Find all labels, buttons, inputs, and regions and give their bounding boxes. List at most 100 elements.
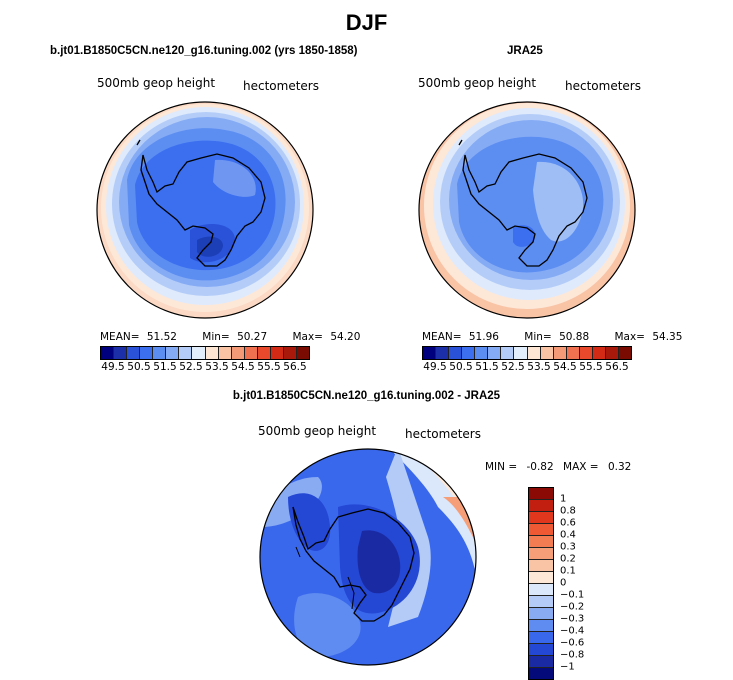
colorbar-swatch — [529, 488, 553, 500]
colorbar-tick-label: 50.5 — [127, 361, 151, 373]
panel2-variable: 500mb geop height — [418, 76, 537, 90]
colorbar-swatch — [140, 347, 154, 359]
colorbar-tick-label: 53.5 — [205, 361, 229, 373]
colorbar-swatch — [529, 572, 553, 584]
panel3-field-neg-04 — [294, 593, 361, 657]
panel1-stats: MEAN= 51.52 Min= 50.27 Max= 54.20 — [100, 331, 360, 343]
panel1-mean: 51.52 — [146, 331, 177, 343]
colorbar-swatch — [283, 347, 297, 359]
colorbar-swatch — [527, 347, 541, 359]
panel1-mean-label: MEAN= — [100, 331, 140, 343]
colorbar-tick-label: −0.2 — [560, 601, 585, 613]
panel2-max: 54.35 — [652, 331, 683, 343]
colorbar-tick-label: 50.5 — [449, 361, 473, 373]
colorbar-tick-label: 52.5 — [179, 361, 203, 373]
figure-title: DJF — [345, 10, 388, 35]
colorbar-tick-label: 54.5 — [231, 361, 255, 373]
colorbar-swatch — [618, 347, 631, 359]
colorbar-tick-label: 49.5 — [101, 361, 125, 373]
panel2-antarctica-coastline — [458, 139, 588, 267]
colorbar-tick-label: −1 — [560, 661, 575, 673]
colorbar-swatch — [529, 560, 553, 572]
panel1-colorbar-ticks: 49.5 50.5 51.5 52.5 53.5 54.5 55.5 56.5 — [100, 361, 308, 375]
colorbar-tick-label: 49.5 — [423, 361, 447, 373]
colorbar-swatch — [529, 668, 553, 679]
colorbar-tick-label: 51.5 — [153, 361, 177, 373]
panel2-title: JRA25 — [507, 45, 543, 57]
colorbar-swatch — [270, 347, 284, 359]
panel1-max: 54.20 — [330, 331, 361, 343]
colorbar-swatch — [153, 347, 167, 359]
panel3-field-neg-06 — [288, 493, 331, 551]
colorbar-tick-label: −0.6 — [560, 637, 585, 649]
colorbar-swatch — [592, 347, 606, 359]
panel2-polar-map — [418, 101, 636, 319]
panel1-antarctica-coastline — [136, 139, 266, 267]
panel3-min: -0.82 — [526, 461, 554, 473]
colorbar-swatch — [101, 347, 115, 359]
colorbar-swatch — [566, 347, 580, 359]
colorbar-swatch — [205, 347, 219, 359]
panel2-max-label: Max= — [614, 331, 645, 343]
panel1-map-border — [96, 101, 314, 319]
colorbar-swatch — [529, 500, 553, 512]
colorbar-swatch — [529, 656, 553, 668]
colorbar-tick-label: 0.1 — [560, 565, 576, 577]
colorbar-swatch — [257, 347, 271, 359]
panel2-colorbar — [422, 346, 632, 360]
panel3-polar-map — [259, 448, 477, 666]
panel3-coast-detail — [295, 546, 355, 610]
colorbar-swatch — [488, 347, 502, 359]
panel3-map-border — [259, 448, 477, 666]
colorbar-tick-label: −0.8 — [560, 649, 585, 661]
panel3-title: b.jt01.B1850C5CN.ne120_g16.tuning.002 - … — [232, 390, 501, 402]
colorbar-swatch — [423, 347, 437, 359]
panel3-max: 0.32 — [607, 461, 632, 473]
colorbar-tick-label: 56.5 — [283, 361, 307, 373]
colorbar-swatch — [553, 347, 567, 359]
colorbar-swatch — [529, 548, 553, 560]
colorbar-swatch — [231, 347, 245, 359]
colorbar-swatch — [579, 347, 593, 359]
colorbar-tick-label: −0.3 — [560, 613, 585, 625]
panel2-min-label: Min= — [524, 331, 552, 343]
panel2-units: hectometers — [565, 79, 641, 93]
colorbar-tick-label: 0.2 — [560, 553, 576, 565]
panel3-colorbar-ticks: 1 0.8 0.6 0.4 0.3 0.2 0.1 0 −0.1 −0.2 −0.3 −0.4 −0.6… — [560, 487, 600, 673]
colorbar-swatch — [475, 347, 489, 359]
colorbar-tick-label: 53.5 — [527, 361, 551, 373]
panel1-units: hectometers — [243, 79, 319, 93]
colorbar-swatch — [529, 596, 553, 608]
colorbar-tick-label: 0.6 — [560, 517, 576, 529]
panel2-stats: MEAN= 51.96 Min= 50.88 Max= 54.35 — [422, 331, 682, 343]
colorbar-tick-label: 0 — [560, 577, 567, 589]
panel3-variable: 500mb geop height — [258, 424, 377, 438]
panel2-colorbar-ticks: 49.5 50.5 51.5 52.5 53.5 54.5 55.5 56.5 — [422, 361, 630, 375]
panel3-antarctica-coastline — [292, 506, 415, 622]
panel3-max-label: MAX = — [563, 461, 599, 473]
panel2-mean-label: MEAN= — [422, 331, 462, 343]
panel1-min: 50.27 — [237, 331, 268, 343]
colorbar-swatch — [529, 620, 553, 632]
colorbar-tick-label: −0.4 — [560, 625, 585, 637]
colorbar-swatch — [192, 347, 206, 359]
panel1-min-label: Min= — [202, 331, 230, 343]
panel3-units: hectometers — [405, 427, 481, 441]
colorbar-swatch — [529, 524, 553, 536]
panel2-min: 50.88 — [559, 331, 590, 343]
panel1-polar-map — [96, 101, 314, 319]
colorbar-tick-label: 1 — [560, 493, 567, 505]
panel2-map-border — [418, 101, 636, 319]
colorbar-swatch — [529, 644, 553, 656]
colorbar-swatch — [529, 584, 553, 596]
colorbar-tick-label: 52.5 — [501, 361, 525, 373]
colorbar-swatch — [436, 347, 450, 359]
panel3-min-label: MIN = — [485, 461, 518, 473]
colorbar-swatch — [114, 347, 128, 359]
colorbar-tick-label: 51.5 — [475, 361, 499, 373]
colorbar-tick-label: 54.5 — [553, 361, 577, 373]
panel3-colorbar — [528, 487, 554, 680]
colorbar-tick-label: 56.5 — [605, 361, 629, 373]
colorbar-tick-label: 55.5 — [257, 361, 281, 373]
panel2-field-ridge — [533, 161, 584, 242]
